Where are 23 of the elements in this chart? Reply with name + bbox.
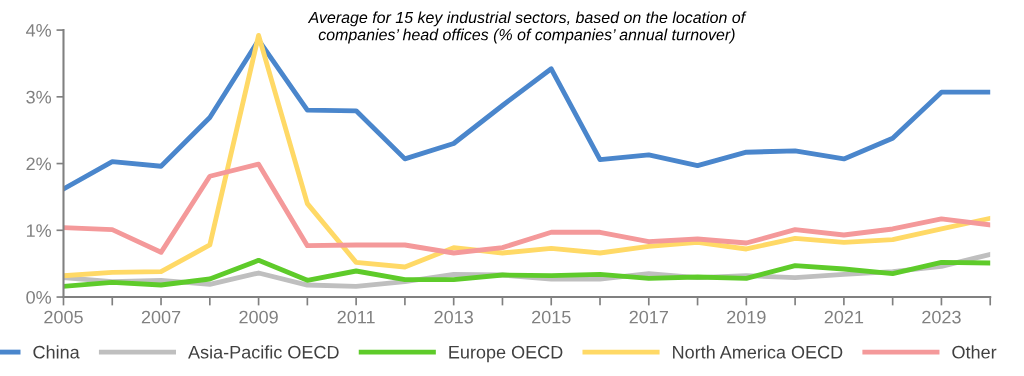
x-tick-label: 2019 xyxy=(727,310,766,324)
y-tick-label: 3% xyxy=(26,90,52,104)
x-tick-label: 2023 xyxy=(922,310,961,324)
x-tick-label: 2013 xyxy=(434,310,473,324)
x-tick-label: 2017 xyxy=(629,310,668,324)
y-tick-label: 0% xyxy=(26,290,52,304)
line-series xyxy=(63,257,991,289)
x-tick-label: 2007 xyxy=(141,310,181,324)
legend-label: Asia-Pacific OECD xyxy=(188,345,339,359)
chart-title: Average for 15 key industrial sectors, based on the location of companies’ head offices (% of companies’ annual turnover) xyxy=(307,11,747,44)
y-tick-label: 4% xyxy=(26,24,52,37)
x-tick-label: 2015 xyxy=(532,310,571,324)
y-tick-label: 2% xyxy=(26,157,52,171)
x-tick-label: 2005 xyxy=(44,310,83,324)
legend-label: Other xyxy=(952,345,997,359)
x-tick-label: 2011 xyxy=(337,310,375,324)
y-tick-label: 1% xyxy=(26,224,52,237)
line-series xyxy=(63,161,991,256)
legend-label: Europe OECD xyxy=(449,345,563,363)
x-tick-label: 2009 xyxy=(239,310,278,324)
legend-label: China xyxy=(33,345,80,359)
x-tick-label: 2021 xyxy=(824,310,864,324)
legend-label: North America OECD xyxy=(673,345,843,359)
